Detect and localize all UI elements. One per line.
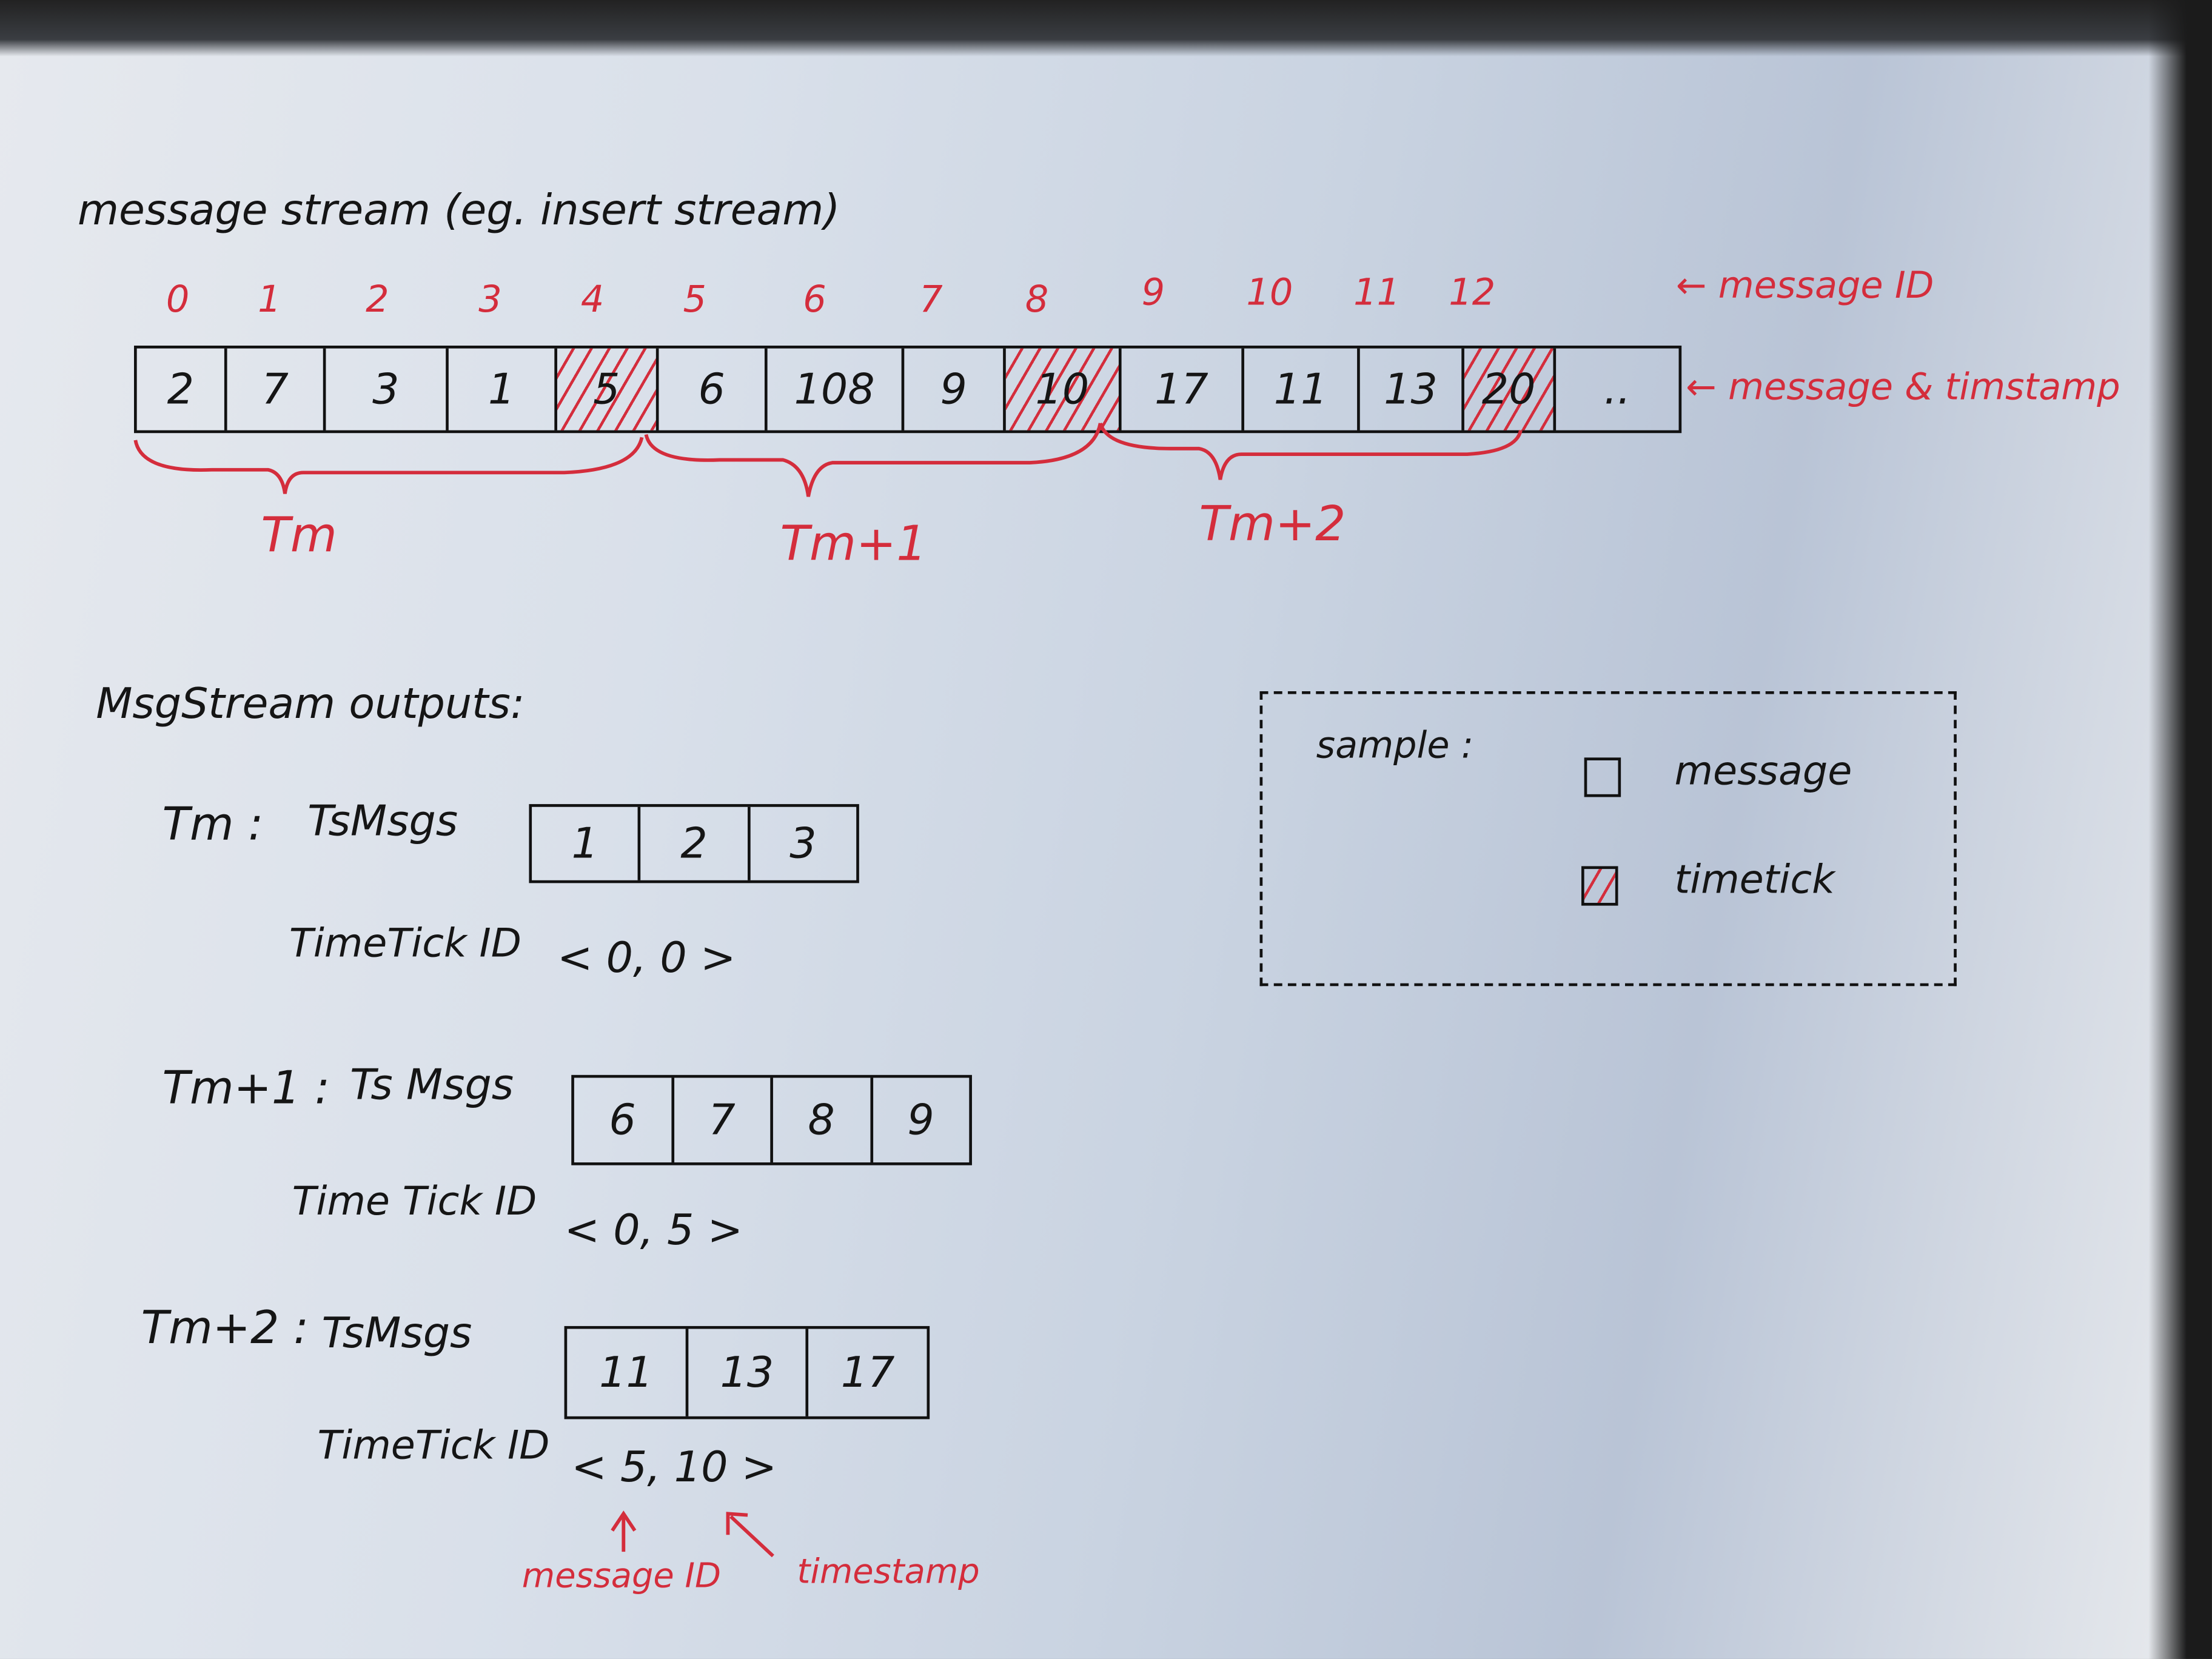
period-label-tm2: Tm+2 [1199, 496, 1346, 553]
ts-msg-cell: 6 [574, 1078, 674, 1163]
outputs-heading: MsgStream outputs: [96, 680, 525, 729]
message-cell: 6 [659, 348, 768, 431]
legend-box: sample : message timetick [1259, 691, 1957, 987]
ts-msgs-box: 11 13 17 [564, 1326, 930, 1419]
message-id-annotation: ← message ID [1675, 265, 1934, 308]
message-cell: 2 [137, 348, 227, 431]
message-cell: 11 [1244, 348, 1360, 431]
legend-message-label: message [1674, 748, 1852, 794]
arrow-up-left-icon [726, 1512, 774, 1558]
timetick-cell: 10 [1005, 348, 1122, 431]
timetick-id-label: TimeTick ID [289, 919, 521, 967]
ts-msgs-label: TsMsgs [307, 797, 458, 846]
message-id: 9 [1141, 272, 1165, 315]
message-id: 11 [1353, 272, 1401, 315]
brace-tm2 [1098, 422, 1523, 480]
timetick-id-value: < 5, 10 > [571, 1443, 777, 1493]
message-cell: 1 [449, 348, 557, 431]
message-timestamp-annotation: ← message & timstamp [1686, 366, 2120, 409]
legend-title: sample : [1316, 725, 1474, 768]
message-cell: 9 [904, 348, 1006, 431]
message-id: 8 [1025, 279, 1049, 322]
timetick-cell: 20 [1464, 348, 1557, 431]
ts-msg-cell: 9 [907, 1095, 934, 1145]
output-period-label: Tm+2 : [141, 1301, 309, 1355]
message-id: 12 [1449, 272, 1496, 315]
pointer-label-timestamp: timestamp [797, 1552, 980, 1592]
message-id: 3 [478, 279, 502, 322]
period-label-tm1: Tm+1 [780, 516, 927, 573]
background-dark-edge-right [2148, 0, 2212, 1659]
timetick-id-label: TimeTick ID [317, 1422, 550, 1469]
ts-msg-cell: 8 [773, 1078, 873, 1163]
diagram-title: message stream (eg. insert stream) [77, 186, 840, 236]
message-cell: 3 [326, 348, 449, 431]
legend-timetick-swatch [1581, 866, 1618, 906]
message-cell: 13 [1360, 348, 1464, 431]
message-id: 10 [1246, 272, 1293, 315]
message-cell: 7 [227, 348, 326, 431]
background-dark-edge [0, 0, 2212, 57]
arrow-up-icon [611, 1510, 637, 1552]
message-cell: 17 [1122, 348, 1244, 431]
ts-msg-cell: 11 [567, 1329, 688, 1416]
message-id: 6 [803, 279, 826, 322]
ts-msg-cell: 2 [641, 806, 750, 880]
ts-msg-cell: 1 [532, 806, 641, 880]
ts-msg-cell: 13 [688, 1329, 809, 1416]
message-id: 5 [683, 279, 707, 322]
timetick-id-label: Time Tick ID [292, 1178, 537, 1225]
message-cell: 108 [768, 348, 905, 431]
message-id: 2 [366, 279, 389, 322]
brace-tm [133, 437, 644, 494]
legend-message-swatch [1584, 757, 1621, 797]
ts-msgs-label: TsMsgs [321, 1309, 472, 1359]
message-cell: .. [1604, 364, 1631, 414]
ts-msg-cell: 7 [674, 1078, 773, 1163]
output-period-label: Tm+1 : [162, 1061, 330, 1114]
message-stream-box: 2 7 3 1 5 6 108 9 10 17 11 13 20.. [134, 345, 1682, 434]
output-period-label: Tm : [162, 797, 264, 851]
ts-msg-cell: 3 [789, 819, 817, 868]
pointer-label-message-id: message ID [521, 1556, 721, 1596]
message-id: 4 [580, 279, 605, 322]
timetick-cell: 5 [557, 348, 659, 431]
timetick-id-value: < 0, 0 > [557, 934, 736, 984]
message-id: 1 [258, 279, 281, 322]
legend-timetick-label: timetick [1674, 856, 1835, 903]
message-id: 7 [919, 279, 943, 322]
ts-msg-cell: 17 [840, 1347, 895, 1398]
period-label-tm: Tm [261, 508, 337, 565]
ts-msgs-label: Ts Msgs [349, 1061, 514, 1110]
timetick-id-value: < 0, 5 > [564, 1206, 743, 1256]
brace-tm1 [644, 423, 1102, 497]
message-id: 0 [166, 279, 190, 322]
